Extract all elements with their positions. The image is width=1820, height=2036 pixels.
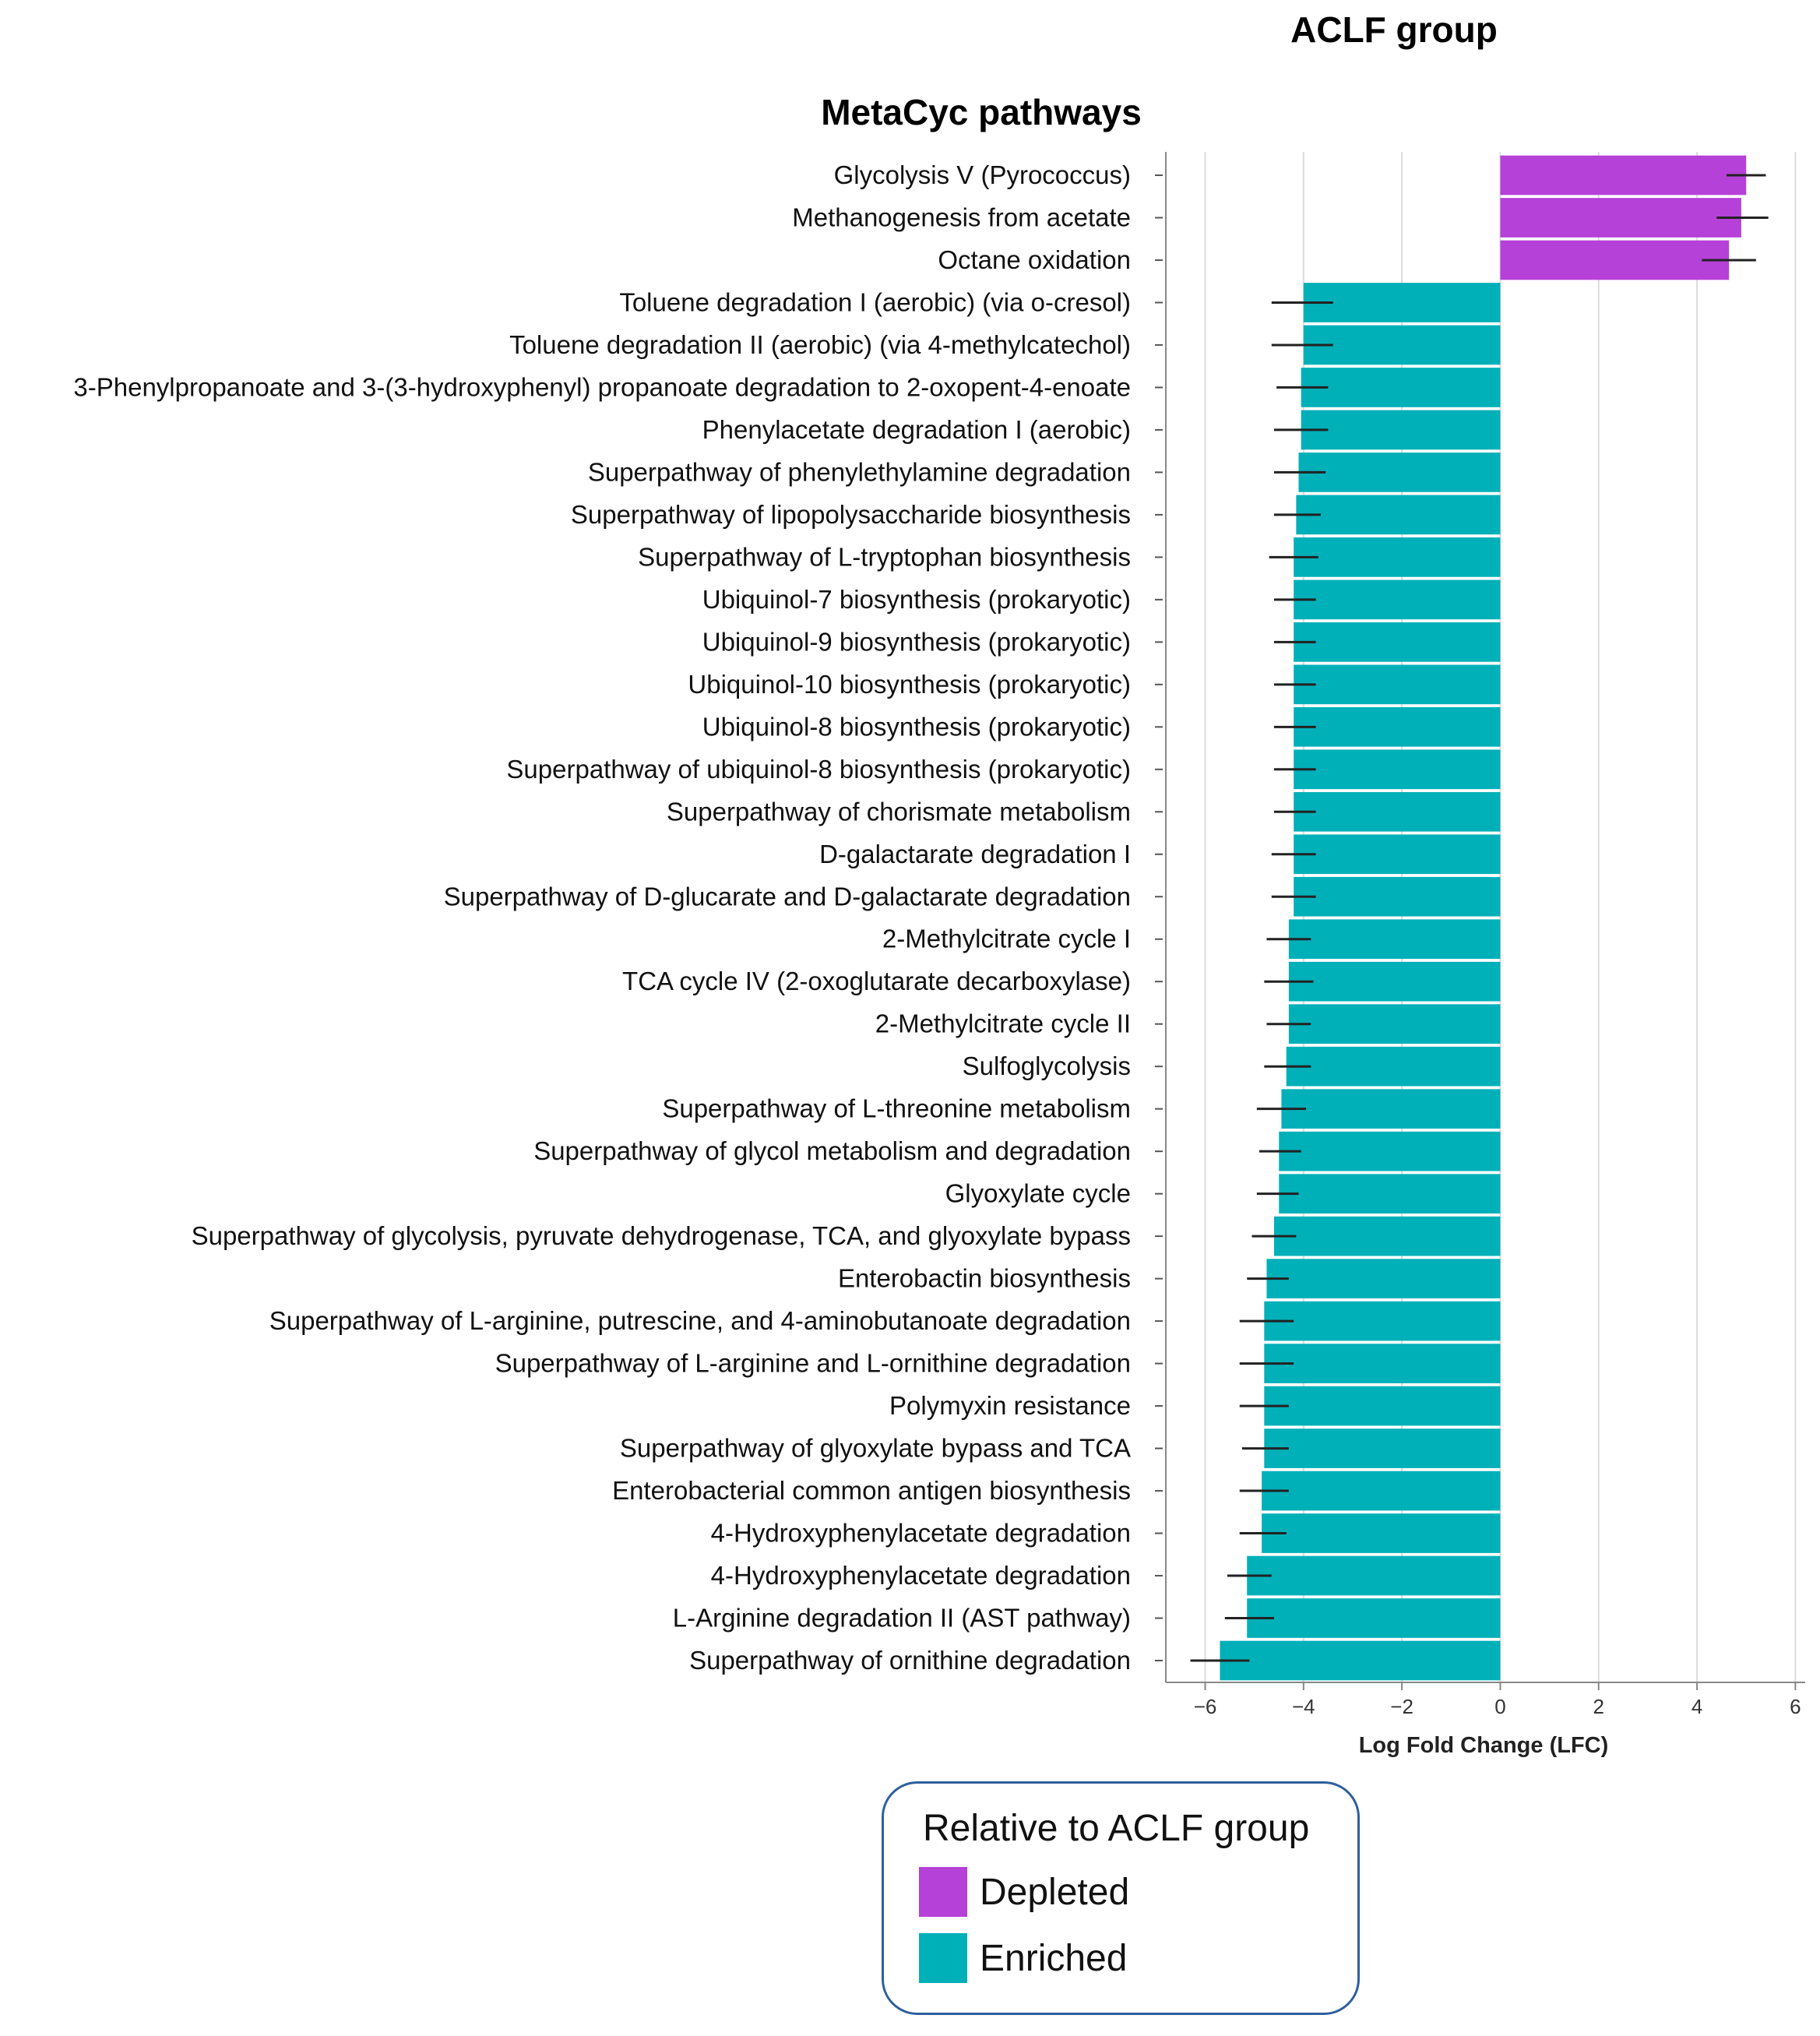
category-label: TCA cycle IV (2-oxoglutarate decarboxyla… <box>622 967 1131 995</box>
category-label: Superpathway of chorismate metabolism <box>667 797 1131 826</box>
x-tick-label: −2 <box>1390 1695 1413 1718</box>
bar <box>1286 1046 1501 1087</box>
x-tick-label: 2 <box>1593 1695 1604 1718</box>
bar <box>1288 919 1501 960</box>
category-label: Superpathway of L-arginine, putrescine, … <box>269 1306 1131 1335</box>
bar <box>1273 1216 1501 1256</box>
category-label: Superpathway of L-arginine and L-ornithi… <box>495 1349 1131 1378</box>
category-label: Methanogenesis from acetate <box>792 203 1131 231</box>
bar <box>1264 1386 1501 1426</box>
category-label: Enterobacterial common antigen biosynthe… <box>612 1476 1131 1505</box>
group-title: ACLF group <box>1290 9 1498 50</box>
x-tick-label: 0 <box>1494 1695 1505 1718</box>
bar <box>1247 1555 1501 1596</box>
category-label: 3-Phenylpropanoate and 3-(3-hydroxypheny… <box>73 372 1131 401</box>
category-label: Enterobactin biosynthesis <box>838 1264 1131 1293</box>
category-label: 2-Methylcitrate cycle I <box>882 925 1131 953</box>
category-label: 4-Hydroxyphenylacetate degradation <box>711 1519 1131 1548</box>
bar <box>1266 1259 1501 1298</box>
x-tick-label: 6 <box>1790 1695 1801 1718</box>
bar <box>1220 1640 1501 1681</box>
legend-item-depleted: Depleted <box>919 1867 1129 1917</box>
bar <box>1301 410 1501 450</box>
bars <box>1220 155 1747 1681</box>
x-tick-label: −4 <box>1292 1695 1315 1718</box>
category-label: Superpathway of glycolysis, pyruvate deh… <box>192 1221 1131 1250</box>
category-label: Superpathway of D-glucarate and D-galact… <box>444 882 1131 911</box>
bar <box>1294 664 1501 705</box>
bar <box>1264 1344 1501 1383</box>
bar <box>1301 368 1501 407</box>
legend-title: Relative to ACLF group <box>923 1808 1310 1849</box>
error-bars <box>1190 174 1769 1662</box>
category-label: Ubiquinol-7 biosynthesis (prokaryotic) <box>702 585 1131 614</box>
category-labels: Glycolysis V (Pyrococcus) Methanogenesis … <box>73 160 1163 1675</box>
category-label: 4-Hydroxyphenylacetate degradation <box>711 1561 1131 1590</box>
bar <box>1303 283 1501 322</box>
category-label: L-Arginine degradation II (AST pathway) <box>673 1604 1131 1633</box>
category-label: Polymyxin resistance <box>889 1391 1131 1420</box>
bar <box>1294 791 1501 832</box>
legend-swatch-depleted <box>919 1867 967 1917</box>
legend-label-depleted: Depleted <box>980 1871 1130 1913</box>
bar <box>1294 706 1501 747</box>
category-label: Sulfoglycolysis <box>963 1051 1131 1080</box>
legend: Relative to ACLF group Depleted Enriched <box>882 1781 1360 2015</box>
category-label: Superpathway of phenylethylamine degrada… <box>588 457 1131 486</box>
bar <box>1294 834 1501 875</box>
x-tick-label: −6 <box>1194 1695 1217 1718</box>
category-label: Superpathway of glyoxylate bypass and TC… <box>620 1434 1131 1463</box>
category-label: Glyoxylate cycle <box>945 1179 1131 1208</box>
bar <box>1298 453 1501 492</box>
bar <box>1500 240 1730 280</box>
category-label: Ubiquinol-8 biosynthesis (prokaryotic) <box>702 712 1131 741</box>
bar <box>1264 1301 1501 1341</box>
category-label: Superpathway of L-threonine metabolism <box>662 1094 1131 1123</box>
bar <box>1279 1174 1501 1213</box>
category-label: Superpathway of ornithine degradation <box>689 1646 1131 1675</box>
bar <box>1281 1089 1501 1129</box>
x-axis: −6 −4 −2 0 2 4 6 <box>1165 152 1805 1718</box>
bar <box>1247 1598 1501 1638</box>
category-label: 2-Methylcitrate cycle II <box>875 1009 1131 1038</box>
bar <box>1288 1004 1501 1044</box>
x-tick-label: 4 <box>1692 1695 1702 1718</box>
legend-swatch-enriched <box>919 1933 967 1983</box>
category-label: Toluene degradation I (aerobic) (via o-c… <box>619 287 1131 316</box>
bar <box>1279 1131 1501 1171</box>
bar <box>1264 1428 1501 1468</box>
chart-title: MetaCyc pathways <box>821 92 1142 132</box>
legend-item-enriched: Enriched <box>919 1933 1127 1983</box>
category-label: Toluene degradation II (aerobic) (via 4-… <box>509 330 1131 359</box>
legend-label-enriched: Enriched <box>980 1937 1128 1979</box>
x-axis-label: Log Fold Change (LFC) <box>1359 1733 1609 1758</box>
bar <box>1296 495 1501 535</box>
bar <box>1303 325 1501 365</box>
category-label: Superpathway of L-tryptophan biosynthesi… <box>638 542 1131 571</box>
bar <box>1294 622 1501 662</box>
category-label: D-galactarate degradation I <box>819 840 1131 868</box>
bar <box>1294 749 1501 790</box>
bar <box>1294 537 1501 577</box>
bar <box>1500 155 1747 195</box>
bar <box>1500 198 1741 238</box>
bar <box>1294 876 1501 917</box>
category-label: Octane oxidation <box>938 245 1131 274</box>
category-label: Superpathway of lipopolysaccharide biosy… <box>571 500 1131 529</box>
bar <box>1288 961 1501 1002</box>
category-label: Ubiquinol-10 biosynthesis (prokaryotic) <box>688 670 1131 699</box>
bar <box>1262 1471 1501 1511</box>
category-label: Superpathway of ubiquinol-8 biosynthesis… <box>506 755 1131 784</box>
bar <box>1294 579 1501 620</box>
category-label: Glycolysis V (Pyrococcus) <box>834 160 1131 189</box>
category-label: Ubiquinol-9 biosynthesis (prokaryotic) <box>702 627 1131 656</box>
bar <box>1262 1513 1501 1553</box>
category-label: Superpathway of glycol metabolism and de… <box>533 1136 1131 1165</box>
category-label: Phenylacetate degradation I (aerobic) <box>702 415 1131 444</box>
